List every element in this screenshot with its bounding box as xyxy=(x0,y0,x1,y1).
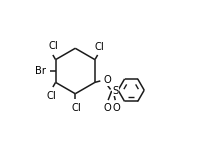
Text: Cl: Cl xyxy=(48,41,58,51)
Text: Cl: Cl xyxy=(71,103,81,113)
Text: Br: Br xyxy=(35,66,46,76)
Text: O: O xyxy=(104,103,111,113)
Text: O: O xyxy=(103,75,111,85)
Text: Cl: Cl xyxy=(95,42,105,52)
Text: O: O xyxy=(112,103,120,113)
Text: Cl: Cl xyxy=(47,91,56,101)
Text: S: S xyxy=(112,86,119,96)
